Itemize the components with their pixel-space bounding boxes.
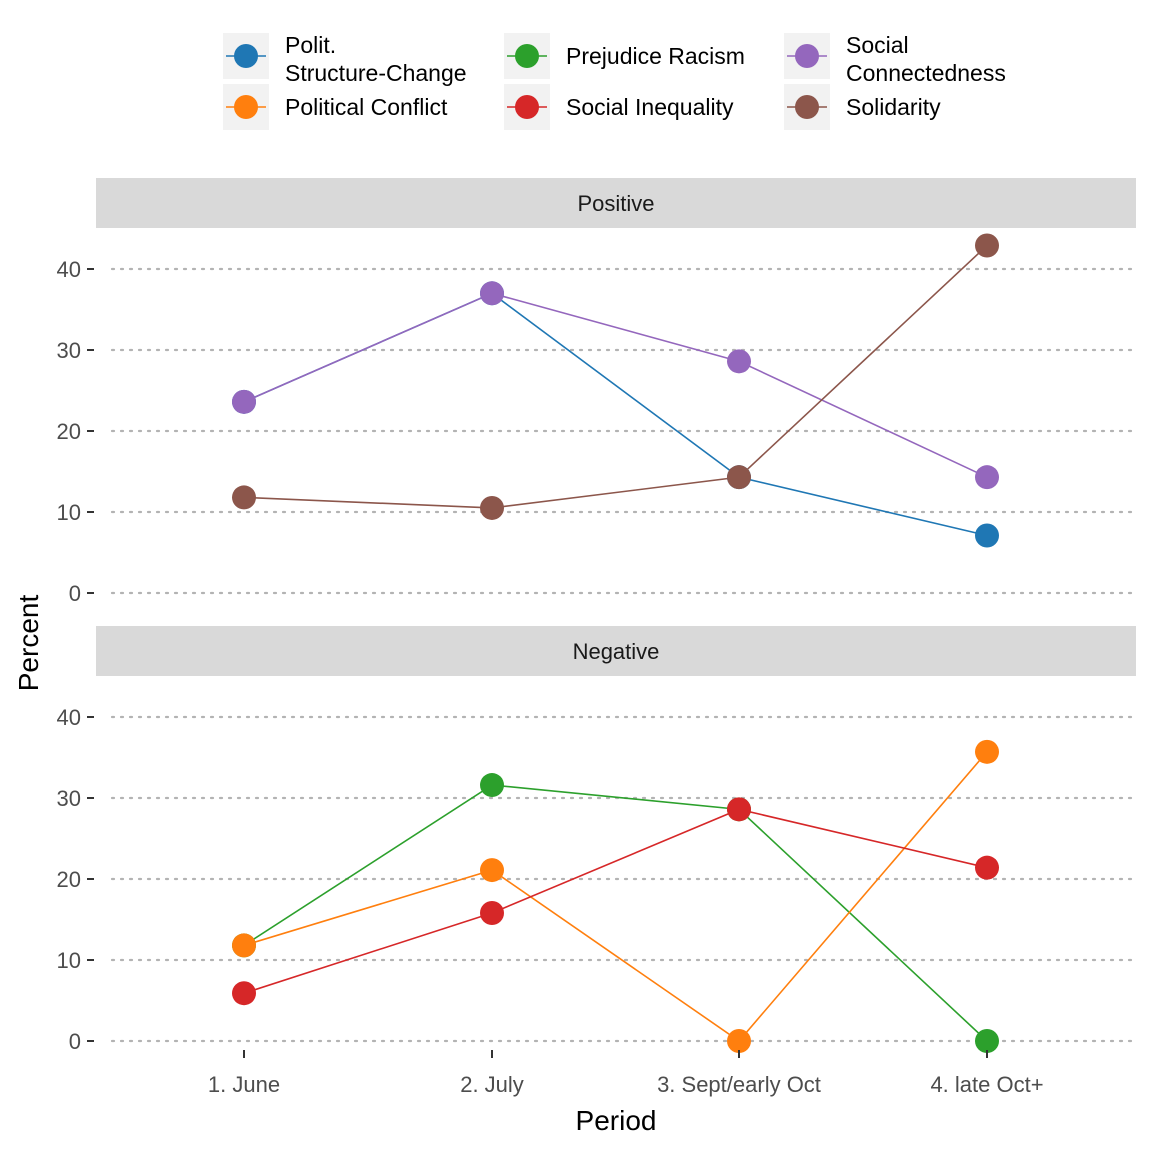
series-line-solidarity <box>243 244 988 509</box>
point-connected <box>727 349 751 374</box>
y-tick-label: 0 <box>69 581 81 606</box>
point-solidarity <box>727 465 751 490</box>
point-inequality <box>727 797 751 822</box>
panel-positive: Positive 0 10 20 30 40 <box>57 178 1136 606</box>
legend-label: Political Conflict <box>285 94 448 120</box>
legend: Polit.Structure-Change Political Conflict… <box>223 32 1006 130</box>
x-tick-label: 4. late Oct+ <box>930 1072 1043 1097</box>
legend-key-point <box>795 44 819 68</box>
series-line-connected <box>243 292 988 478</box>
point-polit <box>975 523 999 548</box>
y-tick-label: 30 <box>57 786 81 811</box>
y-axis-title: Percent <box>13 595 44 692</box>
legend-item-inequality: Social Inequality <box>504 84 734 130</box>
series-line-polit <box>243 292 988 537</box>
legend-item-polit: Polit.Structure-Change <box>223 32 467 86</box>
legend-key-point <box>795 95 819 119</box>
point-racism <box>975 1029 999 1053</box>
facet-strip <box>96 178 1136 228</box>
legend-item-conflict: Political Conflict <box>223 84 448 130</box>
legend-key-point <box>515 95 539 119</box>
point-connected <box>975 465 999 490</box>
point-conflict <box>975 739 999 764</box>
legend-label: Social Inequality <box>566 94 734 120</box>
point-connected <box>480 281 504 306</box>
series-line-inequality <box>243 808 988 994</box>
legend-item-solidarity: Solidarity <box>784 84 941 130</box>
legend-key-point <box>515 44 539 68</box>
y-tick-label: 10 <box>57 500 81 525</box>
x-tick-label: 2. July <box>460 1072 524 1097</box>
legend-label: Prejudice Racism <box>566 43 745 69</box>
x-axis: 1. June 2. July 3. Sept/early Oct 4. late O… <box>208 1050 1044 1097</box>
panel-negative: Negative 0 10 20 30 40 <box>57 626 1136 1054</box>
point-inequality <box>975 855 999 880</box>
point-conflict <box>232 933 256 958</box>
x-tick-label: 3. Sept/early Oct <box>657 1072 821 1097</box>
facet-strip-label: Positive <box>577 191 654 216</box>
facet-panels: Positive 0 10 20 30 40 Negative 0 10 20 30 40 <box>57 178 1136 1054</box>
y-tick-label: 40 <box>57 257 81 282</box>
facet-strip <box>96 626 1136 676</box>
point-racism <box>480 773 504 798</box>
facet-strip-label: Negative <box>573 639 660 664</box>
legend-key-point <box>234 44 258 68</box>
point-solidarity <box>232 485 256 510</box>
y-tick-label: 30 <box>57 338 81 363</box>
y-tick-label: 20 <box>57 867 81 892</box>
y-tick-label: 20 <box>57 419 81 444</box>
y-tick-label: 0 <box>69 1029 81 1054</box>
legend-label: Solidarity <box>846 94 941 120</box>
point-connected <box>232 389 256 414</box>
legend-label-line: Connectedness <box>846 60 1006 86</box>
x-tick-label: 1. June <box>208 1072 280 1097</box>
legend-label-line: Polit. <box>285 32 336 58</box>
series-line-conflict <box>243 751 988 1043</box>
y-tick-label: 10 <box>57 948 81 973</box>
y-tick-label: 40 <box>57 705 81 730</box>
legend-item-racism: Prejudice Racism <box>504 33 745 79</box>
point-inequality <box>480 901 504 926</box>
point-conflict <box>727 1029 751 1053</box>
point-solidarity <box>975 233 999 258</box>
point-conflict <box>480 858 504 883</box>
legend-label-line: Social <box>846 32 909 58</box>
point-solidarity <box>480 495 504 520</box>
legend-key-point <box>234 95 258 119</box>
point-inequality <box>232 981 256 1006</box>
legend-label-line: Structure-Change <box>285 60 467 86</box>
x-axis-title: Period <box>576 1105 657 1136</box>
series-line-racism <box>243 784 988 1042</box>
